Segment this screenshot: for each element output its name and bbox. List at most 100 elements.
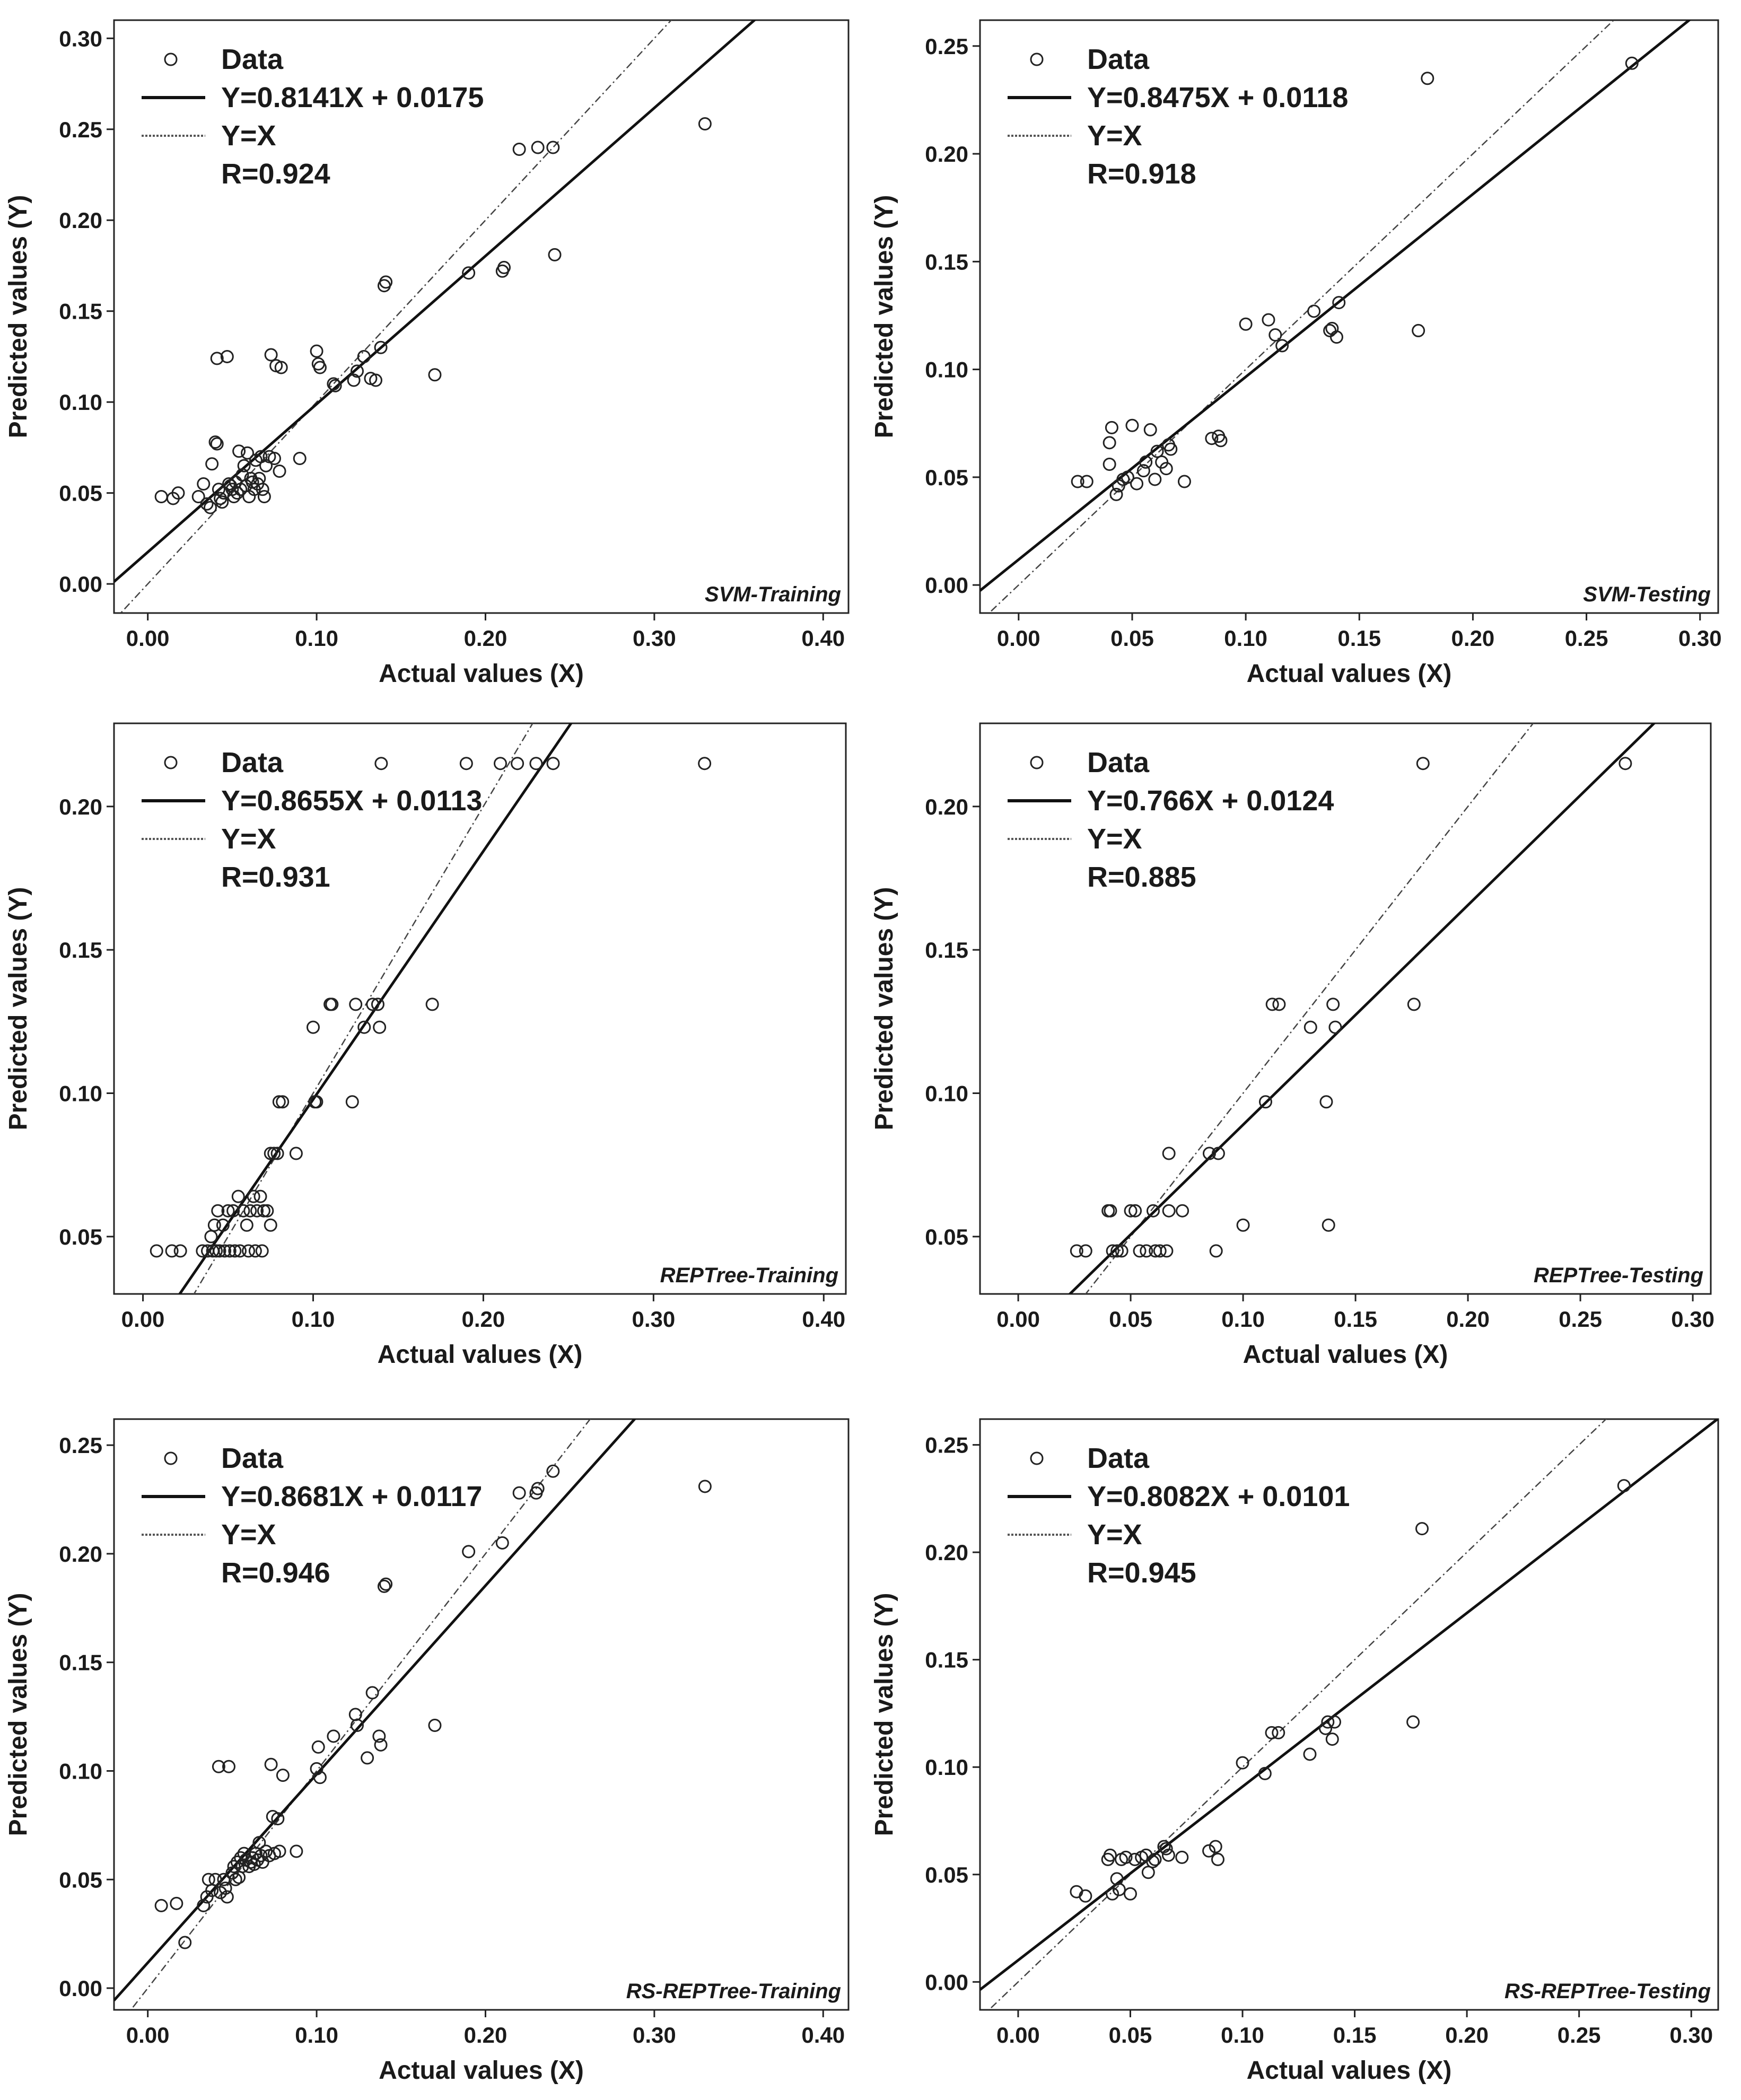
y-tick-label: 0.05	[59, 481, 102, 506]
data-point	[197, 477, 211, 491]
x-tick-label: 0.00	[126, 626, 170, 651]
data-point	[293, 451, 307, 465]
y-tick-label: 0.05	[925, 1862, 968, 1887]
data-point	[311, 1740, 325, 1754]
data-point	[313, 1771, 327, 1784]
data-point	[178, 1936, 192, 1949]
legend-marker-data	[1030, 52, 1044, 66]
data-point	[270, 1147, 284, 1160]
data-point	[221, 1204, 235, 1218]
x-tick-label: 0.20	[1445, 2023, 1489, 2048]
x-tick-label: 0.00	[996, 2023, 1040, 2048]
data-point	[1133, 1244, 1147, 1258]
data-point	[1079, 1889, 1092, 1903]
data-point	[1080, 475, 1093, 488]
data-point	[1209, 1244, 1223, 1258]
fit-line	[980, 20, 1692, 592]
line-group	[1068, 723, 1656, 1294]
line-group	[178, 723, 573, 1294]
legend: Data Y=0.766X + 0.0124 Y=X R=0.885	[1008, 747, 1334, 893]
legend-label-data: Data	[221, 1442, 284, 1474]
legend-marker-data	[1030, 756, 1044, 769]
y-axis-label: Predicted values (Y)	[4, 1593, 32, 1836]
data-point	[345, 1095, 359, 1109]
identity-line	[988, 20, 1615, 613]
data-point	[1146, 1854, 1160, 1868]
data-point	[173, 1244, 187, 1258]
data-point	[698, 117, 712, 130]
panel-title: REPTree-Training	[660, 1264, 838, 1287]
data-point	[237, 459, 251, 472]
data-point	[1258, 1095, 1272, 1109]
plot-frame	[979, 19, 1719, 614]
data-point	[1205, 432, 1219, 445]
data-point	[1319, 1721, 1333, 1735]
data-point	[459, 757, 473, 771]
data-point	[1416, 757, 1430, 771]
x-axis-label: Actual values (X)	[378, 1341, 583, 1369]
data-point	[257, 1204, 270, 1218]
x-tick-label: 0.10	[295, 626, 338, 651]
data-point	[1103, 436, 1116, 450]
y-tick-label: 0.10	[925, 1081, 968, 1106]
y-tick-label: 0.15	[925, 1648, 968, 1673]
data-point	[205, 457, 219, 471]
data-point	[1268, 328, 1282, 342]
data-point	[1159, 1842, 1173, 1856]
data-point	[369, 373, 383, 387]
data-point	[202, 1872, 215, 1886]
data-point	[211, 1204, 225, 1218]
scatter-panel: 0.00 0.05 0.10 0.15 0.20 0.25 0.30 0.00 0.05 0.10…	[870, 1418, 1719, 2085]
data-point	[197, 1898, 211, 1912]
data-point	[529, 757, 543, 771]
legend: Data Y=0.8475X + 0.0118 Y=X R=0.918	[1008, 43, 1348, 190]
data-point	[242, 1244, 256, 1258]
data-point	[230, 486, 244, 500]
data-point	[365, 1686, 379, 1700]
x-tick-label: 0.25	[1559, 1307, 1602, 1332]
x-tick-label: 0.05	[1109, 2023, 1152, 2048]
y-tick-label: 0.30	[59, 26, 102, 51]
x-tick-label: 0.20	[1446, 1307, 1490, 1332]
fit-line	[1068, 723, 1656, 1294]
data-point	[267, 1147, 281, 1160]
line-group	[980, 20, 1692, 613]
data-point	[1110, 1244, 1124, 1258]
data-point	[1412, 323, 1425, 337]
data-point	[1326, 998, 1340, 1011]
y-tick-label: 0.20	[59, 208, 102, 233]
data-points	[154, 1464, 712, 1949]
y-tick-label: 0.10	[59, 1081, 102, 1106]
legend-label-identity: Y=X	[1087, 120, 1142, 152]
data-point	[1272, 998, 1286, 1011]
x-tick-label: 0.15	[1334, 1307, 1377, 1332]
data-point	[225, 1866, 239, 1880]
data-point	[350, 1718, 364, 1732]
data-point	[310, 1095, 323, 1109]
y-tick-label: 0.05	[925, 1224, 968, 1249]
data-point	[210, 352, 224, 365]
x-tick-label: 0.40	[801, 626, 845, 651]
x-tick-label: 0.15	[1333, 2023, 1377, 2048]
scatter-panel: 0.00 0.05 0.10 0.15 0.20 0.25 0.30 0.00 0.05 0.10…	[870, 19, 1722, 688]
data-point	[374, 340, 388, 354]
data-point	[210, 437, 224, 451]
data-point	[227, 490, 241, 504]
data-point	[327, 1729, 340, 1743]
data-points	[1070, 757, 1632, 1258]
y-tick-label: 0.20	[59, 1542, 102, 1567]
data-point	[325, 998, 339, 1011]
legend-label-fit: Y=0.8681X + 0.0117	[221, 1481, 482, 1512]
legend-label-fit: Y=0.8082X + 0.0101	[1087, 1481, 1350, 1512]
data-point	[313, 361, 327, 374]
legend-label-r: R=0.885	[1087, 861, 1196, 893]
plot-frame	[113, 722, 847, 1295]
data-point	[1415, 1522, 1429, 1536]
legend-label-r: R=0.945	[1087, 1557, 1196, 1589]
data-point	[1406, 1715, 1420, 1729]
data-point	[1153, 1244, 1167, 1258]
legend-label-identity: Y=X	[221, 823, 276, 855]
data-point	[1214, 434, 1228, 448]
y-tick-label: 0.10	[925, 357, 968, 382]
y-tick-label: 0.00	[59, 1976, 102, 2001]
